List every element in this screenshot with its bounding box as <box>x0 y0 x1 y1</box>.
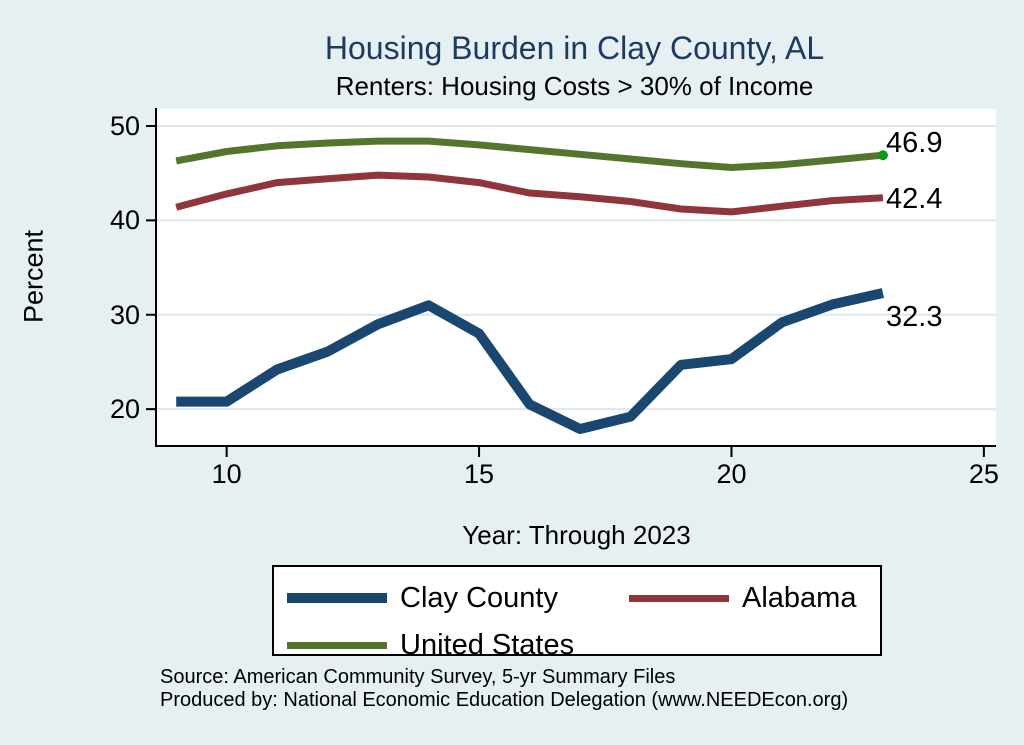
y-axis-title: Percent <box>18 229 49 324</box>
legend-item-alabama: Alabama <box>629 581 857 614</box>
chart-subtitle: Renters: Housing Costs > 30% of Income <box>335 71 814 101</box>
end-label-united_states: 46.9 <box>886 127 943 160</box>
source-note: Source: American Community Survey, 5-yr … <box>160 666 848 712</box>
x-tick-label: 20 <box>716 459 747 489</box>
legend-item-united-states: United States <box>287 628 575 661</box>
source-line-1: Source: American Community Survey, 5-yr … <box>160 666 676 688</box>
y-tick-label: 40 <box>109 205 140 236</box>
x-tick-label: 10 <box>211 459 242 489</box>
y-tick-label: 50 <box>109 110 140 141</box>
legend-label-alabama: Alabama <box>742 581 857 614</box>
united_states-end-marker <box>877 150 888 161</box>
united_states-line <box>175 137 884 171</box>
y-tick-label: 30 <box>109 299 140 330</box>
source-line-2: Produced by: National Economic Education… <box>160 689 849 711</box>
legend-swatch-clay-county <box>287 593 387 603</box>
clay_county-line <box>176 288 885 434</box>
legend-label-united-states: United States <box>400 628 575 661</box>
end-label-clay_county: 32.3 <box>886 301 943 334</box>
end-label-alabama: 42.4 <box>886 182 943 215</box>
legend-item-clay-county: Clay County <box>287 581 558 614</box>
x-tick-label: 25 <box>968 459 999 489</box>
x-axis-title: Year: Through 2023 <box>462 520 691 550</box>
legend: Clay County Alabama United States <box>272 565 882 661</box>
alabama-line <box>175 171 884 216</box>
y-tick-label: 20 <box>109 394 140 425</box>
legend-label-clay-county: Clay County <box>400 581 558 614</box>
legend-swatch-united-states <box>287 641 387 649</box>
legend-swatch-alabama <box>629 594 729 602</box>
chart-title: Housing Burden in Clay County, AL <box>324 30 825 66</box>
x-tick-label: 15 <box>464 459 495 489</box>
plot-background <box>157 109 996 445</box>
